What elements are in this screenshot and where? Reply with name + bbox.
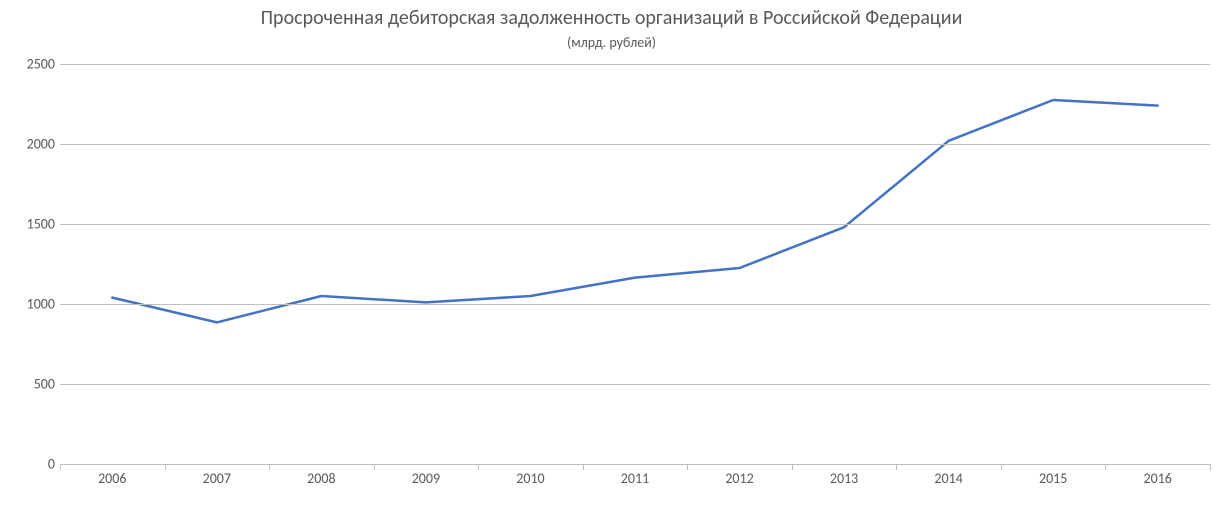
x-tick-mark — [60, 464, 61, 470]
x-tick-mark — [374, 464, 375, 470]
x-tick-label: 2007 — [187, 470, 247, 487]
chart-container: Просроченная дебиторская задолженность о… — [0, 0, 1223, 513]
x-tick-label: 2012 — [710, 470, 770, 487]
x-tick-mark — [896, 464, 897, 470]
line-series-svg — [60, 64, 1210, 464]
x-tick-label: 2010 — [500, 470, 560, 487]
x-tick-label: 2008 — [291, 470, 351, 487]
y-tick-label: 1000 — [5, 296, 55, 313]
series-line — [112, 100, 1157, 322]
gridline — [60, 384, 1210, 385]
x-tick-mark — [1001, 464, 1002, 470]
plot-area — [60, 64, 1210, 465]
x-tick-label: 2014 — [919, 470, 979, 487]
y-tick-label: 2000 — [5, 136, 55, 153]
gridline — [60, 64, 1210, 65]
x-tick-mark — [792, 464, 793, 470]
x-tick-mark — [269, 464, 270, 470]
gridline — [60, 224, 1210, 225]
chart-subtitle: (млрд. рублей) — [0, 34, 1223, 51]
gridline — [60, 304, 1210, 305]
x-tick-label: 2013 — [814, 470, 874, 487]
x-tick-mark — [583, 464, 584, 470]
x-tick-label: 2016 — [1128, 470, 1188, 487]
y-tick-label: 0 — [5, 456, 55, 473]
x-tick-mark — [1210, 464, 1211, 470]
x-tick-label: 2009 — [396, 470, 456, 487]
x-tick-mark — [165, 464, 166, 470]
x-tick-label: 2015 — [1023, 470, 1083, 487]
x-tick-label: 2006 — [82, 470, 142, 487]
gridline — [60, 144, 1210, 145]
y-tick-label: 2500 — [5, 56, 55, 73]
y-tick-label: 500 — [5, 376, 55, 393]
x-tick-label: 2011 — [605, 470, 665, 487]
x-tick-mark — [1105, 464, 1106, 470]
x-tick-mark — [478, 464, 479, 470]
y-tick-label: 1500 — [5, 216, 55, 233]
x-tick-mark — [687, 464, 688, 470]
chart-title: Просроченная дебиторская задолженность о… — [0, 6, 1223, 30]
